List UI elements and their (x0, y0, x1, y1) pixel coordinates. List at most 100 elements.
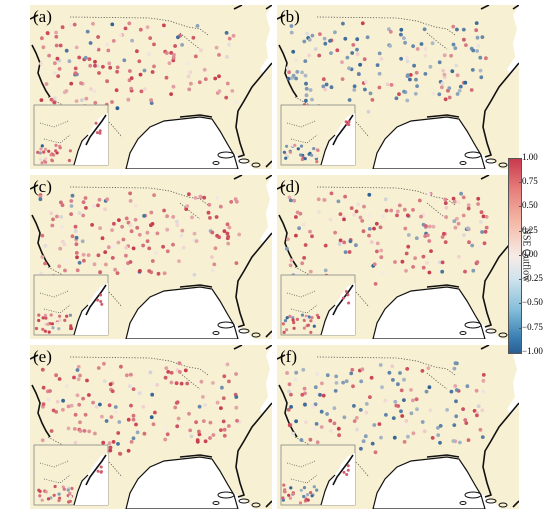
station-marker (289, 392, 293, 397)
station-marker (373, 450, 378, 455)
station-marker (453, 361, 458, 366)
caribbean-water (216, 493, 254, 509)
station-marker (402, 89, 406, 94)
station-marker (352, 419, 357, 423)
island (251, 332, 261, 338)
station-marker (402, 398, 406, 402)
inset-station-marker (49, 153, 53, 157)
station-marker (379, 57, 384, 61)
station-marker (141, 243, 145, 248)
station-marker (428, 64, 433, 69)
station-marker (428, 408, 433, 413)
station-marker (315, 440, 320, 445)
station-marker (287, 389, 291, 394)
station-marker (334, 374, 339, 379)
station-marker (124, 216, 129, 221)
station-marker (235, 418, 239, 423)
station-marker (430, 436, 435, 440)
station-marker (165, 249, 170, 254)
station-marker (301, 222, 306, 227)
colorbar-tick: 0.50 (519, 200, 538, 210)
inset-station-marker (94, 121, 98, 125)
station-marker (343, 36, 348, 41)
map-svg (30, 5, 272, 169)
map-svg (277, 345, 519, 509)
station-marker (148, 370, 153, 375)
station-marker (395, 213, 399, 218)
station-marker (443, 97, 448, 102)
station-marker (367, 233, 371, 238)
station-marker (450, 69, 455, 74)
station-marker (213, 76, 218, 81)
station-marker (57, 377, 62, 381)
station-marker (61, 407, 65, 412)
inset-station-marker (293, 143, 297, 147)
station-marker (58, 246, 63, 251)
inset-station-marker (41, 316, 45, 320)
station-marker (38, 194, 43, 199)
station-marker (395, 209, 400, 214)
panel-label: (f) (280, 347, 297, 366)
station-marker (476, 202, 480, 206)
station-marker (44, 82, 49, 86)
station-marker (404, 251, 409, 256)
station-marker (110, 228, 114, 232)
island (251, 502, 261, 508)
station-marker (173, 44, 178, 48)
station-marker (423, 53, 428, 58)
station-marker (72, 375, 76, 380)
station-marker (164, 75, 169, 80)
station-marker (110, 100, 114, 104)
inset-station-marker (312, 147, 316, 151)
station-marker (81, 396, 85, 401)
station-marker (480, 230, 484, 234)
station-marker (68, 23, 73, 28)
station-marker (234, 405, 239, 410)
station-marker (107, 441, 112, 446)
station-marker (80, 239, 85, 244)
inset-station-marker (282, 150, 286, 154)
panel-label: (c) (33, 177, 52, 196)
station-marker (40, 233, 45, 238)
station-marker (285, 246, 289, 251)
inset-station-marker (281, 322, 285, 326)
station-marker (304, 81, 308, 86)
station-marker (227, 42, 231, 47)
station-marker (405, 59, 410, 64)
station-marker (400, 259, 405, 264)
station-marker (316, 210, 321, 215)
station-marker (119, 364, 123, 369)
station-marker (53, 61, 57, 66)
station-marker (381, 214, 385, 219)
station-marker (57, 264, 62, 269)
station-marker (224, 31, 229, 35)
station-marker (149, 101, 154, 105)
station-marker (125, 373, 129, 378)
station-marker (462, 233, 466, 237)
inset-station-marker (345, 473, 349, 476)
station-marker (108, 448, 113, 453)
inset-station-marker (42, 150, 46, 154)
station-marker (367, 214, 372, 219)
station-marker (194, 239, 199, 243)
station-marker (466, 206, 471, 211)
station-marker (129, 403, 133, 408)
station-marker (362, 204, 366, 209)
station-marker (406, 233, 411, 237)
station-marker (455, 216, 459, 221)
station-marker (373, 282, 378, 286)
station-marker (82, 429, 87, 433)
station-marker (39, 61, 43, 66)
station-marker (297, 226, 301, 231)
station-marker (201, 395, 205, 399)
station-marker (169, 380, 174, 385)
station-marker (137, 232, 142, 237)
station-marker (53, 71, 57, 76)
station-marker (56, 74, 61, 78)
station-marker (287, 423, 292, 428)
station-marker (123, 26, 128, 31)
station-marker (151, 422, 156, 427)
station-marker (415, 84, 419, 88)
panel-label: (a) (33, 7, 52, 26)
station-marker (40, 255, 45, 259)
